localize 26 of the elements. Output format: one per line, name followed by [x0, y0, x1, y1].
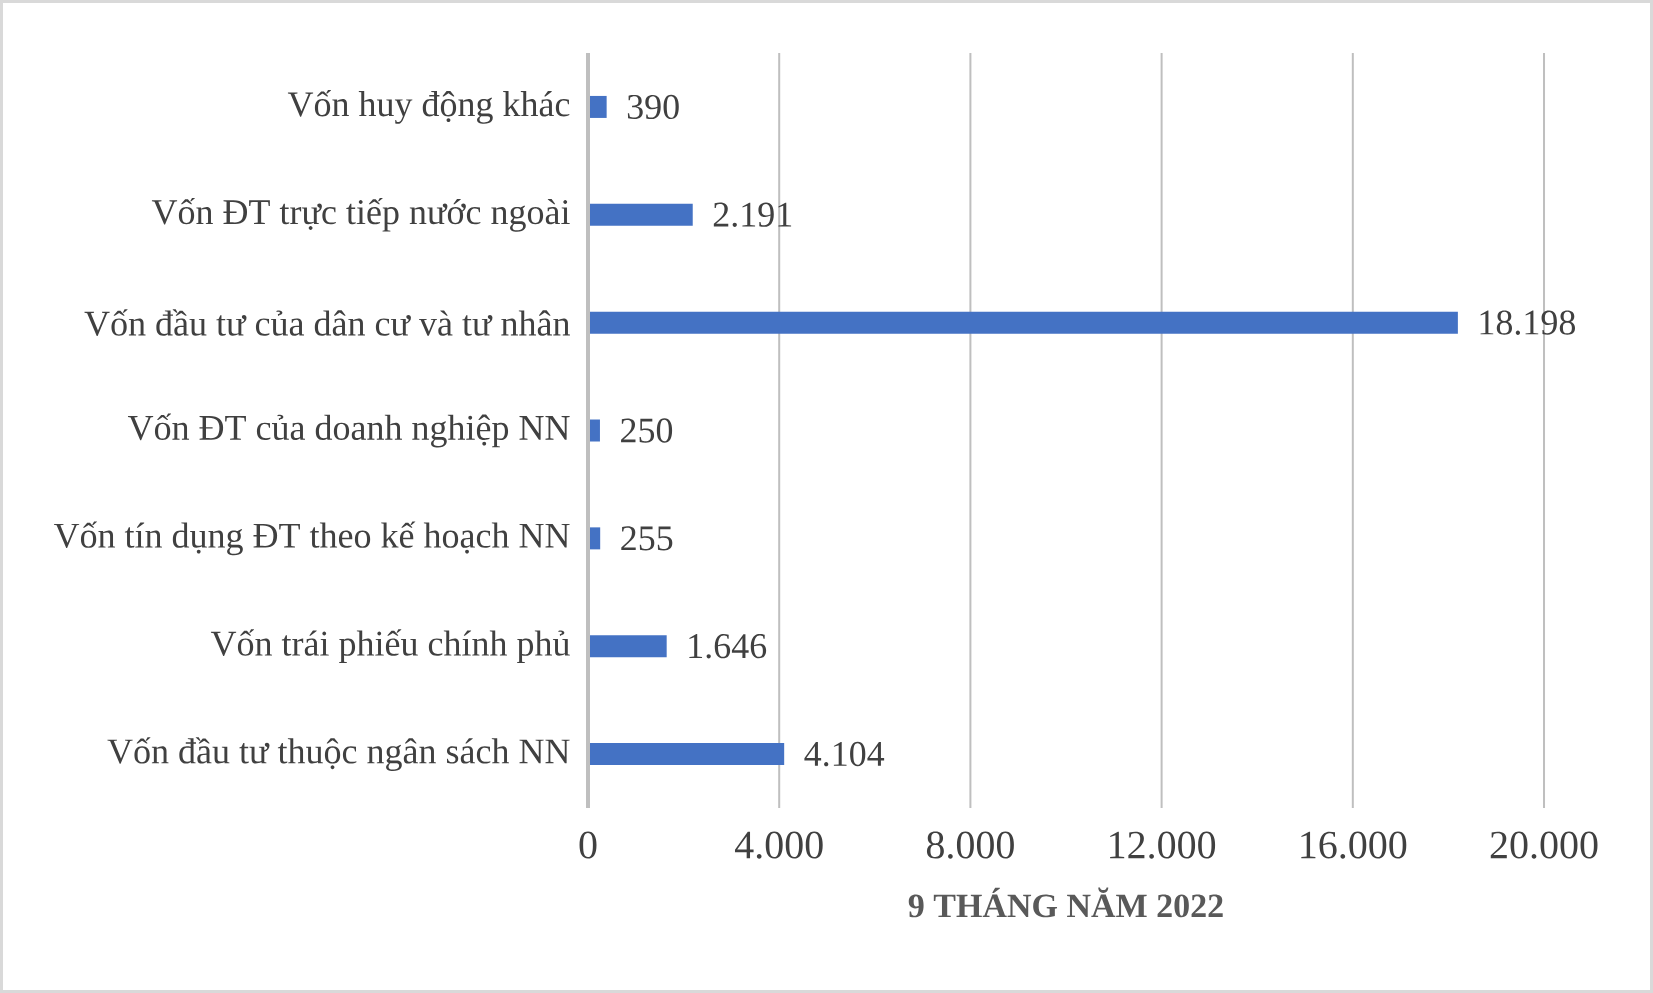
- x-tick-label: 8.000: [926, 831, 1014, 859]
- bar: [588, 635, 667, 658]
- y-tick-label: Vốn trái phiếu chính phủ: [210, 629, 570, 664]
- data-label: 255: [621, 526, 673, 551]
- y-tick-label: Vốn huy động khác: [287, 90, 570, 124]
- x-tick-label: 4.000: [734, 831, 823, 859]
- bar: [588, 203, 693, 226]
- y-tick-label: Vốn tín dụng ĐT theo kế hoạch NN: [53, 521, 570, 556]
- bar: [588, 743, 785, 766]
- x-tick-label: 0: [579, 831, 597, 859]
- data-label: 4.104: [804, 741, 885, 767]
- x-tick-label: 12.000: [1110, 831, 1216, 859]
- data-label: 390: [627, 94, 679, 120]
- data-label: 1.646: [689, 634, 767, 659]
- y-tick-label: Vốn ĐT trực tiếp nước ngoài: [151, 197, 570, 232]
- x-tick-label: 20.000: [1490, 831, 1598, 859]
- y-tick-label: Vốn đầu tư của dân cư và tư nhân: [84, 309, 570, 336]
- x-tick-label: 16.000: [1301, 831, 1407, 859]
- data-label: 18.198: [1480, 310, 1576, 335]
- bar: [588, 311, 1458, 334]
- x-axis-title: 9 THÁNG NĂM 2022: [908, 887, 1223, 918]
- data-label: 250: [621, 418, 673, 443]
- y-tick-label: Vốn ĐT của doanh nghiệp NN: [127, 413, 570, 448]
- bar: [588, 95, 607, 118]
- y-tick-label: Vốn đầu tư thuộc ngân sách NN: [107, 737, 570, 771]
- data-label: 2.191: [713, 202, 792, 227]
